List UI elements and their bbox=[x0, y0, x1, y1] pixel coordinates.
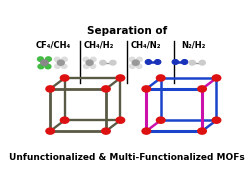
Circle shape bbox=[115, 74, 125, 82]
Text: CH₄/H₂: CH₄/H₂ bbox=[84, 41, 114, 50]
Circle shape bbox=[172, 60, 178, 64]
Circle shape bbox=[132, 60, 139, 65]
Circle shape bbox=[37, 57, 43, 61]
Circle shape bbox=[129, 57, 135, 61]
Circle shape bbox=[57, 60, 64, 65]
Circle shape bbox=[45, 57, 51, 61]
Circle shape bbox=[137, 57, 142, 61]
Circle shape bbox=[110, 60, 116, 65]
Circle shape bbox=[212, 74, 221, 82]
Circle shape bbox=[182, 60, 188, 64]
Circle shape bbox=[86, 60, 93, 65]
Circle shape bbox=[101, 127, 111, 135]
Circle shape bbox=[145, 60, 152, 64]
Circle shape bbox=[100, 60, 106, 65]
Circle shape bbox=[156, 116, 166, 124]
Circle shape bbox=[55, 64, 60, 68]
Circle shape bbox=[61, 64, 67, 68]
Circle shape bbox=[199, 60, 205, 65]
Circle shape bbox=[90, 64, 96, 68]
Circle shape bbox=[141, 127, 151, 135]
Text: Unfunctionalized & Multi-Functionalized MOFs: Unfunctionalized & Multi-Functionalized … bbox=[9, 153, 245, 162]
Circle shape bbox=[91, 57, 96, 61]
Text: CH₄/N₂: CH₄/N₂ bbox=[131, 41, 161, 50]
Circle shape bbox=[45, 64, 51, 69]
Circle shape bbox=[141, 85, 151, 93]
Text: N₂/H₂: N₂/H₂ bbox=[181, 41, 206, 50]
Circle shape bbox=[60, 74, 70, 82]
Circle shape bbox=[45, 85, 55, 93]
Circle shape bbox=[54, 57, 60, 61]
Circle shape bbox=[197, 127, 207, 135]
Circle shape bbox=[41, 60, 48, 66]
Circle shape bbox=[84, 64, 89, 68]
Circle shape bbox=[156, 74, 166, 82]
Circle shape bbox=[45, 127, 55, 135]
Circle shape bbox=[62, 57, 67, 61]
Circle shape bbox=[197, 85, 207, 93]
Circle shape bbox=[101, 85, 111, 93]
Text: CF₄/CH₄: CF₄/CH₄ bbox=[35, 41, 71, 50]
Circle shape bbox=[115, 116, 125, 124]
Circle shape bbox=[60, 116, 70, 124]
Text: Separation of: Separation of bbox=[87, 26, 167, 36]
Circle shape bbox=[83, 57, 89, 61]
Circle shape bbox=[189, 60, 195, 65]
Circle shape bbox=[136, 64, 142, 68]
Circle shape bbox=[38, 64, 44, 69]
Circle shape bbox=[155, 60, 161, 64]
Circle shape bbox=[212, 116, 221, 124]
Circle shape bbox=[130, 64, 135, 68]
